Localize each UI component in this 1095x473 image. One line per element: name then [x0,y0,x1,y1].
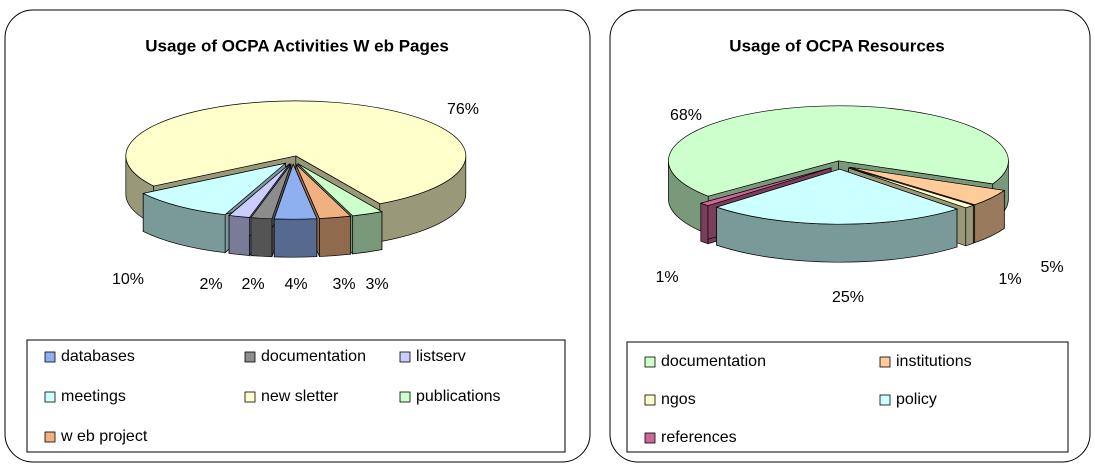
slice-side [250,217,273,258]
pie-slice [699,167,832,207]
data-label: 10% [112,271,144,288]
data-label: 2% [199,276,222,293]
legend-label: institutions [896,353,972,370]
slice-side [228,215,250,256]
legend-label: ngos [661,391,696,408]
slice-side [700,202,709,245]
legend-swatch [879,356,891,368]
slice-side [273,218,318,258]
legend-swatch [44,391,56,403]
data-label: 25% [832,289,864,306]
slice-side [352,211,383,255]
data-label: 1% [998,271,1021,288]
slice-side [319,215,351,257]
legend-swatch [879,394,891,406]
legend-label: references [661,429,737,446]
data-label: 3% [332,276,355,293]
legend-swatch [44,431,56,443]
data-label: 4% [284,276,307,293]
data-label: 2% [241,276,264,293]
legend-swatch [244,351,256,363]
legend-label: policy [896,391,937,408]
pie-slice [125,100,467,205]
legend-swatch [644,356,656,368]
pie-slice [250,163,292,220]
data-label: 3% [365,276,388,293]
pie-slice [273,163,318,220]
legend-swatch [244,391,256,403]
legend-box [626,341,1069,453]
legend-label: documentation [661,353,766,370]
data-label: 1% [655,269,678,286]
legend-swatch [44,351,56,363]
legend-label: publications [416,388,501,405]
legend-label: w eb project [60,428,148,445]
pie-slice [849,166,1006,206]
pie-slice [228,163,290,218]
pie-slice [848,167,975,209]
data-label: 5% [1040,259,1063,276]
slice-side [965,204,974,247]
pie-slice [668,105,1009,197]
pie-slice [295,163,352,219]
legend-label: databases [61,348,135,365]
legend-label: listserv [416,348,466,365]
pie-slice [142,162,286,216]
pie-slice [715,168,959,225]
data-label: 76% [447,101,479,118]
legend-swatch [644,394,656,406]
pie-slice [297,163,383,217]
legend-box [26,339,566,453]
legend-label: documentation [261,348,366,365]
chart-title: Usage of OCPA Activities W eb Pages [145,36,449,55]
legend-swatch [399,351,411,363]
legend-swatch [399,391,411,403]
legend-label: meetings [61,388,126,405]
chart-title: Usage of OCPA Resources [729,36,944,55]
legend-label: new sletter [261,388,339,405]
data-label: 68% [670,107,702,124]
legend-swatch [644,432,656,444]
